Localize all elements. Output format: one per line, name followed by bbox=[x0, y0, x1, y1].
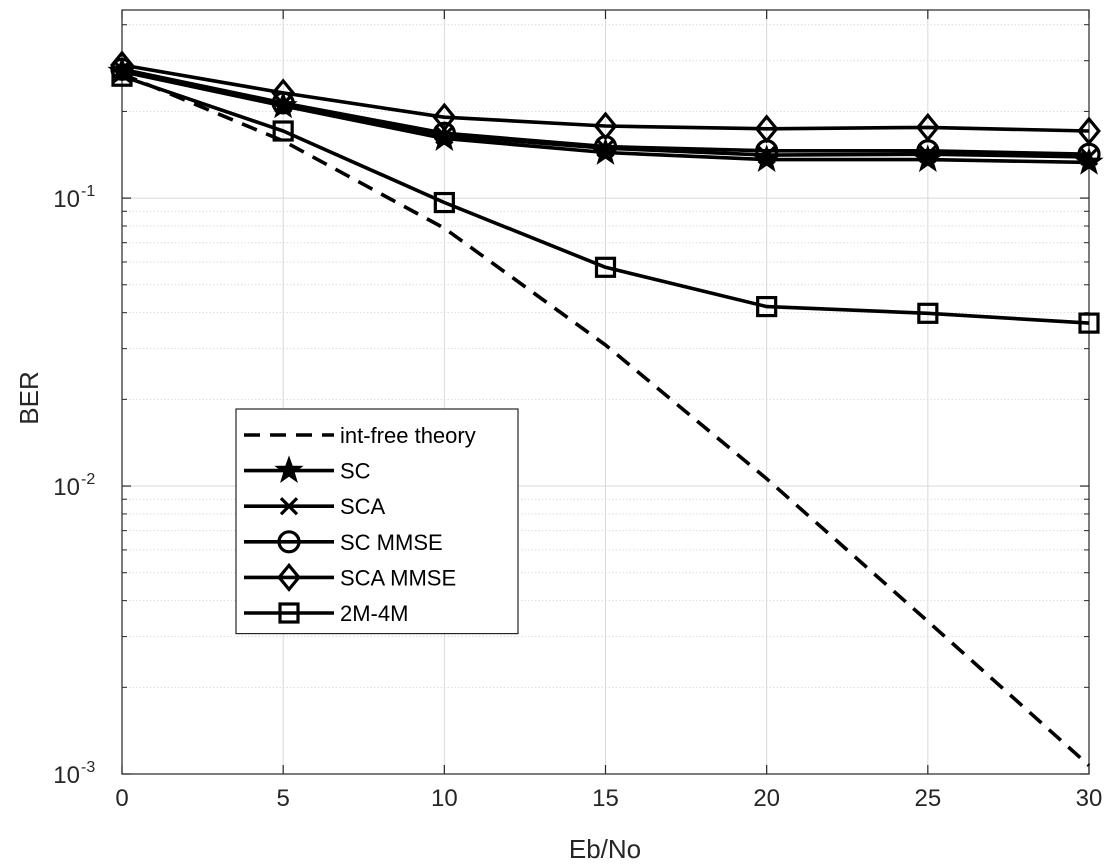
series-2m-4m bbox=[111, 65, 1100, 334]
square-marker bbox=[1078, 312, 1100, 334]
legend-item: SCA bbox=[244, 494, 386, 519]
y-tick-exponent: -2 bbox=[81, 471, 95, 488]
diamond-marker bbox=[277, 562, 301, 592]
square-marker bbox=[594, 256, 617, 278]
y-tick-label: 10 bbox=[53, 474, 80, 501]
y-tick-exponent: -3 bbox=[81, 759, 95, 776]
x-tick-label: 0 bbox=[115, 785, 128, 812]
x-tick-label: 15 bbox=[592, 785, 619, 812]
legend-label: SCA bbox=[340, 494, 386, 519]
legend-item: 2M-4M bbox=[244, 601, 408, 626]
x-tick-label: 20 bbox=[753, 785, 780, 812]
y-tick-label: 10 bbox=[53, 186, 80, 213]
x-tick-label: 10 bbox=[431, 785, 458, 812]
legend-label: SC MMSE bbox=[340, 530, 443, 555]
axes bbox=[121, 9, 1090, 775]
diamond-marker bbox=[1077, 116, 1101, 146]
square-marker bbox=[433, 191, 455, 214]
legend: int-free theory SC SCA SC MMSE SCA MMSE 2M-4M bbox=[235, 408, 519, 635]
x-tick-label: 30 bbox=[1076, 785, 1103, 812]
x-tick-labels: 0 5 10 15 20 25 30 bbox=[115, 785, 1102, 812]
y-tick-label: 10 bbox=[53, 762, 80, 789]
x-tick-label: 25 bbox=[914, 785, 941, 812]
diamond-marker bbox=[915, 112, 940, 142]
series-int-free-theory bbox=[121, 72, 1091, 767]
legend-label: 2M-4M bbox=[340, 601, 408, 626]
legend-label: SC bbox=[340, 459, 371, 484]
y-axis-title: BER bbox=[14, 371, 44, 424]
x-tick-label: 5 bbox=[276, 785, 289, 812]
square-marker bbox=[917, 302, 939, 324]
legend-item: SCA MMSE bbox=[244, 562, 456, 592]
diamond-marker bbox=[271, 78, 296, 108]
series-layer bbox=[107, 50, 1104, 767]
circle-marker bbox=[432, 121, 456, 145]
legend-label: int-free theory bbox=[340, 423, 476, 448]
x-axis-title: Eb/No bbox=[569, 834, 641, 864]
diamond-marker bbox=[754, 114, 779, 144]
legend-item: SC bbox=[244, 455, 371, 484]
legend-box bbox=[235, 408, 519, 635]
x-marker bbox=[279, 497, 299, 516]
square-marker bbox=[756, 295, 778, 318]
diamond-marker bbox=[593, 111, 618, 141]
legend-item: SC MMSE bbox=[244, 530, 443, 555]
series-sca-mmse bbox=[110, 50, 1101, 146]
legend-item: int-free theory bbox=[244, 423, 476, 448]
y-tick-labels: 10-110-210-3 bbox=[53, 183, 95, 789]
series-line bbox=[121, 72, 1091, 767]
square-marker bbox=[278, 602, 300, 624]
square-marker bbox=[111, 65, 133, 87]
square-marker bbox=[272, 120, 294, 142]
circle-marker bbox=[277, 530, 301, 554]
y-tick-exponent: -1 bbox=[81, 183, 95, 200]
diamond-marker bbox=[432, 102, 457, 132]
legend-label: SCA MMSE bbox=[340, 565, 456, 590]
series-line bbox=[121, 74, 1090, 325]
star-marker bbox=[274, 455, 304, 483]
series-line bbox=[121, 63, 1090, 133]
